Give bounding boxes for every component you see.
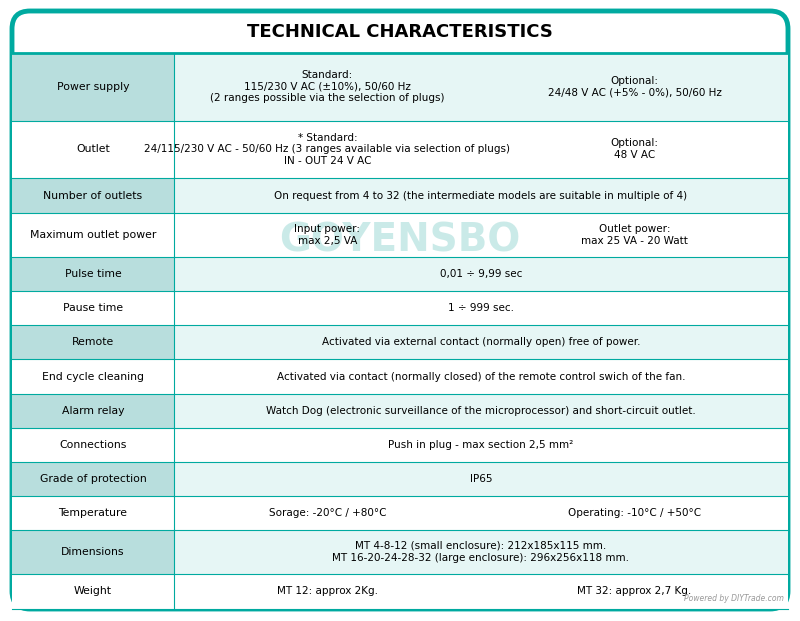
Bar <box>12 213 174 257</box>
Text: Operating: -10°C / +50°C: Operating: -10°C / +50°C <box>568 508 701 518</box>
Text: GOYENSBO: GOYENSBO <box>279 221 521 260</box>
Bar <box>174 120 788 178</box>
Bar <box>174 213 788 257</box>
Text: Watch Dog (electronic surveillance of the microprocessor) and short-circuit outl: Watch Dog (electronic surveillance of th… <box>266 406 696 415</box>
Bar <box>174 53 788 120</box>
Text: Number of outlets: Number of outlets <box>43 191 142 201</box>
Bar <box>174 496 788 530</box>
Text: Outlet: Outlet <box>76 144 110 154</box>
Text: Push in plug - max section 2,5 mm²: Push in plug - max section 2,5 mm² <box>388 440 574 450</box>
Text: Weight: Weight <box>74 586 112 596</box>
Bar <box>12 496 174 530</box>
Text: On request from 4 to 32 (the intermediate models are suitable in multiple of 4): On request from 4 to 32 (the intermediat… <box>274 191 687 201</box>
Text: Sorage: -20°C / +80°C: Sorage: -20°C / +80°C <box>269 508 386 518</box>
Bar <box>12 428 174 461</box>
Text: Temperature: Temperature <box>58 508 127 518</box>
Bar <box>12 120 174 178</box>
Text: 0,01 ÷ 9,99 sec: 0,01 ÷ 9,99 sec <box>440 270 522 279</box>
Bar <box>12 574 174 609</box>
Text: 1 ÷ 999 sec.: 1 ÷ 999 sec. <box>448 304 514 314</box>
Bar <box>12 530 174 574</box>
Bar <box>174 360 788 394</box>
Text: Input power:
max 2,5 VA: Input power: max 2,5 VA <box>294 225 361 246</box>
Text: Pause time: Pause time <box>63 304 123 314</box>
Bar <box>12 291 174 325</box>
Text: Outlet power:
max 25 VA - 20 Watt: Outlet power: max 25 VA - 20 Watt <box>581 225 688 246</box>
Bar <box>174 428 788 461</box>
Bar <box>12 360 174 394</box>
Bar <box>12 178 174 213</box>
Text: * Standard:
24/115/230 V AC - 50/60 Hz (3 ranges available via selection of plug: * Standard: 24/115/230 V AC - 50/60 Hz (… <box>145 133 510 166</box>
Bar <box>12 461 174 496</box>
Text: Remote: Remote <box>72 337 114 347</box>
Bar <box>174 291 788 325</box>
Text: Dimensions: Dimensions <box>62 546 125 557</box>
Bar <box>174 257 788 291</box>
Bar <box>174 178 788 213</box>
Text: Optional:
48 V AC: Optional: 48 V AC <box>610 138 658 160</box>
Text: Activated via external contact (normally open) free of power.: Activated via external contact (normally… <box>322 337 640 347</box>
Text: MT 4-8-12 (small enclosure): 212x185x115 mm.
MT 16-20-24-28-32 (large enclosure): MT 4-8-12 (small enclosure): 212x185x115… <box>333 541 630 563</box>
Bar <box>174 530 788 574</box>
Bar <box>174 325 788 360</box>
Text: Pulse time: Pulse time <box>65 270 122 279</box>
Text: Alarm relay: Alarm relay <box>62 406 124 415</box>
Bar <box>174 394 788 428</box>
Text: MT 32: approx 2,7 Kg.: MT 32: approx 2,7 Kg. <box>578 586 692 596</box>
Text: Maximum outlet power: Maximum outlet power <box>30 230 156 240</box>
Text: MT 12: approx 2Kg.: MT 12: approx 2Kg. <box>277 586 378 596</box>
Text: Optional:
24/48 V AC (+5% - 0%), 50/60 Hz: Optional: 24/48 V AC (+5% - 0%), 50/60 H… <box>547 76 722 97</box>
Bar <box>174 461 788 496</box>
Bar <box>12 257 174 291</box>
FancyBboxPatch shape <box>12 11 788 609</box>
Bar <box>12 394 174 428</box>
Bar <box>12 53 174 120</box>
Text: Powered by DIYTrade.com: Powered by DIYTrade.com <box>684 594 784 603</box>
Text: Grade of protection: Grade of protection <box>40 474 146 484</box>
Text: TECHNICAL CHARACTERISTICS: TECHNICAL CHARACTERISTICS <box>247 23 553 41</box>
Text: IP65: IP65 <box>470 474 492 484</box>
Bar <box>12 325 174 360</box>
Text: Standard:
115/230 V AC (±10%), 50/60 Hz
(2 ranges possible via the selection of : Standard: 115/230 V AC (±10%), 50/60 Hz … <box>210 70 445 103</box>
Text: Activated via contact (normally closed) of the remote control swich of the fan.: Activated via contact (normally closed) … <box>277 371 686 381</box>
Text: End cycle cleaning: End cycle cleaning <box>42 371 144 381</box>
Text: Power supply: Power supply <box>57 82 130 92</box>
Bar <box>174 574 788 609</box>
Text: Connections: Connections <box>59 440 126 450</box>
